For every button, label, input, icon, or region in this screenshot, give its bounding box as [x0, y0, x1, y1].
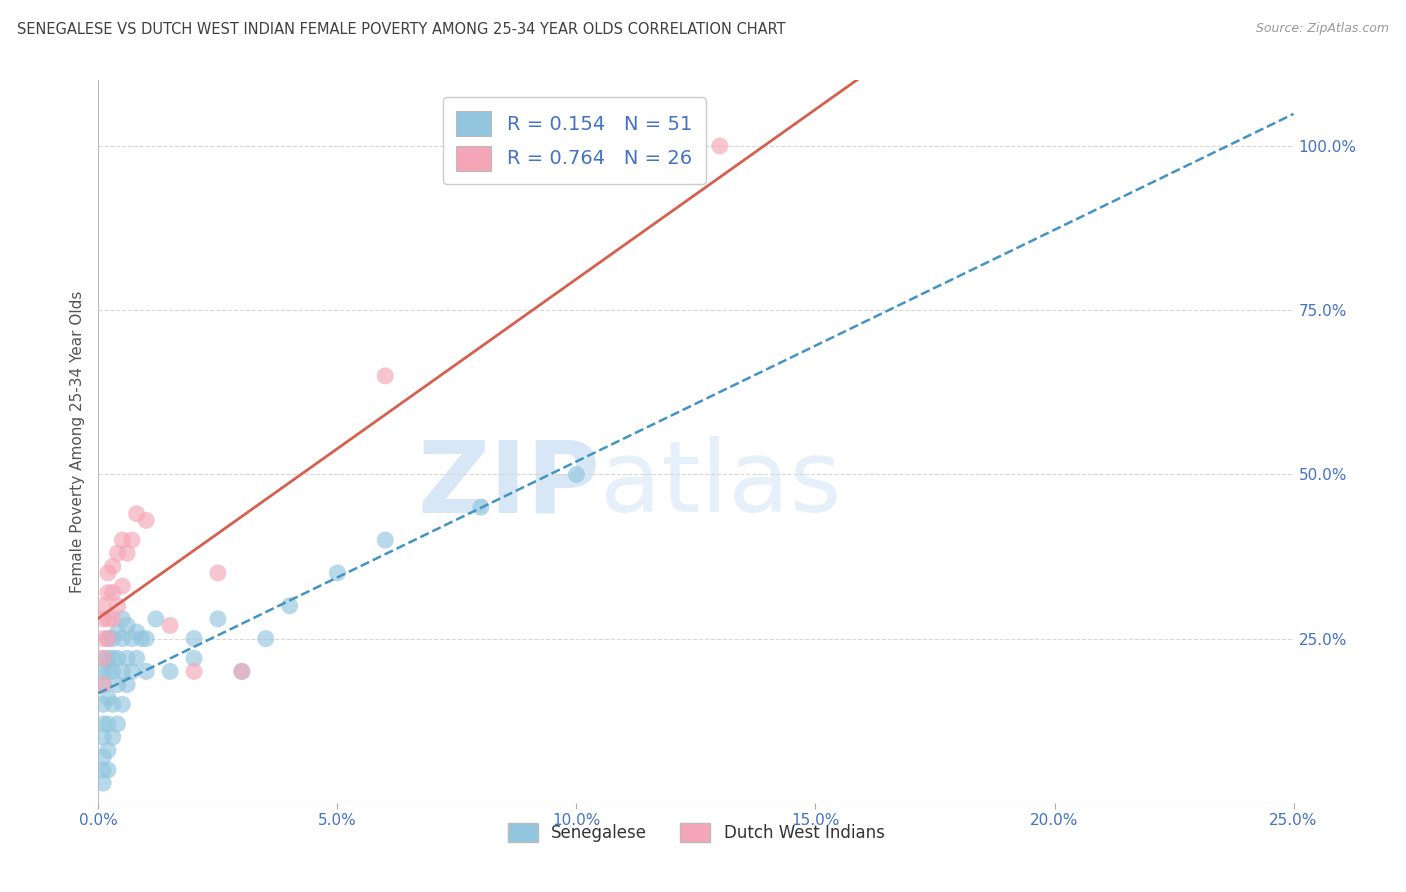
Point	[97, 763, 120, 777]
Legend: Senegalese, Dutch West Indians: Senegalese, Dutch West Indians	[501, 816, 891, 848]
Point	[91, 599, 114, 613]
Point	[470, 500, 492, 515]
Point	[97, 632, 120, 646]
Point	[97, 690, 120, 705]
Point	[91, 763, 114, 777]
Point	[565, 467, 588, 482]
Point	[97, 717, 120, 731]
Point	[183, 632, 205, 646]
Point	[115, 546, 138, 560]
Point	[101, 730, 124, 744]
Point	[107, 625, 129, 640]
Point	[159, 618, 181, 632]
Point	[121, 632, 143, 646]
Text: atlas: atlas	[600, 436, 842, 533]
Point	[107, 651, 129, 665]
Point	[97, 651, 120, 665]
Point	[115, 677, 138, 691]
Point	[111, 698, 134, 712]
Point	[115, 651, 138, 665]
Point	[97, 743, 120, 757]
Point	[111, 579, 134, 593]
Point	[97, 632, 120, 646]
Text: SENEGALESE VS DUTCH WEST INDIAN FEMALE POVERTY AMONG 25-34 YEAR OLDS CORRELATION: SENEGALESE VS DUTCH WEST INDIAN FEMALE P…	[17, 22, 786, 37]
Point	[107, 677, 129, 691]
Point	[91, 776, 114, 790]
Point	[326, 566, 349, 580]
Point	[115, 618, 138, 632]
Point	[231, 665, 253, 679]
Point	[135, 513, 157, 527]
Point	[125, 651, 148, 665]
Point	[135, 632, 157, 646]
Point	[91, 717, 114, 731]
Point	[91, 632, 114, 646]
Point	[125, 507, 148, 521]
Point	[101, 585, 124, 599]
Point	[159, 665, 181, 679]
Point	[97, 665, 120, 679]
Point	[121, 665, 143, 679]
Point	[91, 651, 114, 665]
Point	[97, 566, 120, 580]
Text: Source: ZipAtlas.com: Source: ZipAtlas.com	[1256, 22, 1389, 36]
Point	[91, 677, 114, 691]
Point	[121, 533, 143, 547]
Point	[111, 612, 134, 626]
Point	[97, 612, 120, 626]
Point	[91, 612, 114, 626]
Point	[97, 585, 120, 599]
Point	[107, 717, 129, 731]
Point	[183, 651, 205, 665]
Point	[709, 139, 731, 153]
Point	[101, 632, 124, 646]
Y-axis label: Female Poverty Among 25-34 Year Olds: Female Poverty Among 25-34 Year Olds	[69, 291, 84, 592]
Point	[111, 665, 134, 679]
Point	[101, 665, 124, 679]
Point	[107, 599, 129, 613]
Point	[91, 651, 114, 665]
Point	[207, 612, 229, 626]
Point	[183, 665, 205, 679]
Point	[374, 368, 396, 383]
Text: ZIP: ZIP	[418, 436, 600, 533]
Point	[91, 665, 114, 679]
Point	[278, 599, 301, 613]
Point	[207, 566, 229, 580]
Point	[101, 612, 124, 626]
Point	[101, 559, 124, 574]
Point	[131, 632, 153, 646]
Point	[101, 698, 124, 712]
Point	[91, 730, 114, 744]
Point	[111, 632, 134, 646]
Point	[91, 698, 114, 712]
Point	[91, 677, 114, 691]
Point	[135, 665, 157, 679]
Point	[91, 749, 114, 764]
Point	[111, 533, 134, 547]
Point	[254, 632, 277, 646]
Point	[107, 546, 129, 560]
Point	[125, 625, 148, 640]
Point	[101, 651, 124, 665]
Point	[374, 533, 396, 547]
Point	[145, 612, 167, 626]
Point	[231, 665, 253, 679]
